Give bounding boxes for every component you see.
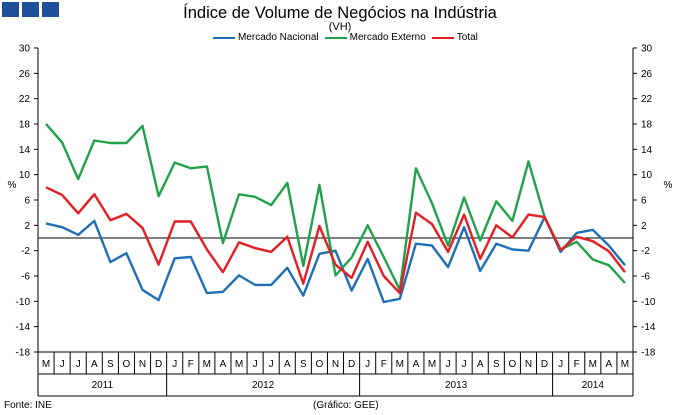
y-tick-label-left: 22	[19, 94, 31, 105]
legend-label: Mercado Externo	[349, 32, 426, 43]
y-tick-label-right: 10	[641, 170, 653, 181]
source-note: Fonte: INE	[4, 400, 52, 411]
y-tick-label-left: -14	[16, 322, 31, 333]
legend-label: Total	[456, 32, 478, 43]
legend-item-total: Total	[431, 32, 478, 43]
x-tick-label: N	[332, 359, 339, 370]
logo-block	[42, 2, 59, 17]
legend-item-mercado-externo: Mercado Externo	[324, 32, 426, 43]
x-tick-label: A	[477, 359, 484, 370]
credit-note: (Gráfico: GEE)	[313, 400, 379, 411]
x-tick-label: S	[300, 359, 307, 370]
x-tick-label: O	[509, 359, 517, 370]
x-tick-label: D	[155, 359, 162, 370]
logo-block	[2, 2, 19, 17]
x-tick-label: J	[253, 359, 258, 370]
y-tick-label-right: 22	[641, 94, 653, 105]
x-tick-label: F	[381, 359, 387, 370]
y-tick-label-left: 26	[19, 69, 31, 80]
x-tick-label: S	[107, 359, 114, 370]
y-tick-label-right: -10	[641, 297, 656, 308]
y-tick-label-right: -6	[641, 272, 650, 283]
x-tick-label: F	[574, 359, 580, 370]
y-tick-label-right: 30	[641, 44, 653, 55]
y-tick-label-left: 14	[19, 145, 31, 156]
x-tick-label: J	[558, 359, 563, 370]
year-label: 2012	[252, 380, 275, 391]
y-tick-label-right: 26	[641, 69, 653, 80]
series-line-mercado-externo	[45, 123, 626, 292]
x-tick-label: N	[525, 359, 532, 370]
series-line-mercado-nacional	[45, 215, 626, 304]
x-tick-label: A	[606, 359, 613, 370]
chart-subtitle: (VH)	[328, 21, 352, 33]
y-tick-label-right: -18	[641, 348, 656, 359]
x-tick-label: J	[269, 359, 274, 370]
x-tick-label: M	[396, 359, 404, 370]
x-tick-label: A	[220, 359, 227, 370]
chart-legend: Mercado Nacional Mercado Externo Total	[213, 32, 484, 43]
x-tick-label: J	[60, 359, 65, 370]
legend-swatch	[431, 36, 454, 39]
ine-logo	[2, 2, 59, 17]
y-tick-label-left: 30	[19, 44, 31, 55]
y-tick-label-left: -2	[21, 246, 30, 257]
x-tick-label: J	[172, 359, 177, 370]
x-tick-label: M	[203, 359, 211, 370]
legend-item-mercado-nacional: Mercado Nacional	[213, 32, 319, 43]
x-tick-label: O	[123, 359, 131, 370]
y-tick-label-left: -6	[21, 272, 30, 283]
x-tick-label: D	[541, 359, 548, 370]
x-tick-label: M	[235, 359, 243, 370]
x-tick-label: S	[493, 359, 500, 370]
y-tick-label-right: 2	[641, 221, 647, 232]
logo-block	[22, 2, 39, 17]
y-tick-label-right: 6	[641, 196, 647, 207]
x-tick-label: J	[76, 359, 81, 370]
legend-swatch	[213, 36, 235, 39]
x-tick-label: J	[462, 359, 467, 370]
x-tick-label: M	[621, 359, 629, 370]
y-tick-label-left: 10	[19, 170, 31, 181]
year-label: 2014	[582, 380, 605, 391]
y-tick-label-right: -14	[641, 322, 656, 333]
x-tick-label: M	[589, 359, 597, 370]
y-tick-label-left: 2	[24, 221, 30, 232]
y-tick-label-right: 18	[641, 120, 653, 131]
y-tick-label-left: 6	[24, 196, 30, 207]
x-tick-label: A	[413, 359, 420, 370]
x-tick-label: D	[348, 359, 355, 370]
y-tick-label-left: 18	[19, 120, 31, 131]
y-tick-label-left: -18	[16, 348, 31, 359]
y-tick-label-right: 14	[641, 145, 653, 156]
legend-swatch	[324, 36, 347, 39]
series-line-total	[45, 186, 626, 295]
year-label: 2013	[445, 380, 468, 391]
x-tick-label: J	[365, 359, 370, 370]
x-tick-label: N	[139, 359, 146, 370]
x-tick-label: A	[91, 359, 98, 370]
x-tick-label: F	[188, 359, 194, 370]
x-tick-label: O	[316, 359, 324, 370]
y-tick-label-left: -10	[16, 297, 31, 308]
chart-title: Índice de Volume de Negócios na Indústri…	[183, 4, 497, 22]
x-tick-label: J	[446, 359, 451, 370]
x-tick-label: A	[284, 359, 291, 370]
y-axis-label-left: %	[8, 180, 17, 191]
x-tick-label: M	[428, 359, 436, 370]
y-tick-label-right: -2	[641, 246, 650, 257]
legend-label: Mercado Nacional	[238, 32, 319, 43]
x-tick-label: M	[42, 359, 50, 370]
y-axis-label-right: %	[664, 180, 673, 191]
year-label: 2011	[92, 380, 114, 391]
